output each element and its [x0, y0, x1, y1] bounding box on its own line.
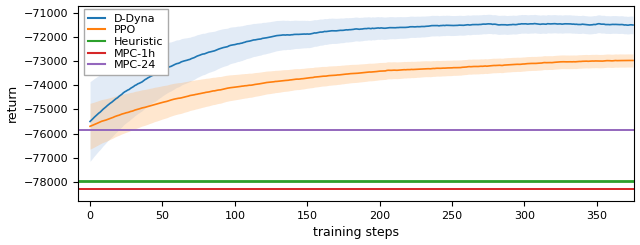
- D-Dyna: [387, 26, 395, 29]
- Line: D-Dyna: D-Dyna: [90, 24, 633, 122]
- PPO: [302, 77, 310, 80]
- D-Dyna: [531, 22, 538, 25]
- MPC-1h: [88, 187, 95, 190]
- PPO: [629, 59, 637, 62]
- D-Dyna: [622, 24, 630, 26]
- MPC-24: [88, 128, 95, 131]
- MPC-1h: [86, 187, 94, 190]
- PPO: [387, 69, 395, 72]
- PPO: [620, 59, 628, 62]
- MPC-24: [86, 128, 94, 131]
- PPO: [86, 125, 94, 128]
- Line: PPO: PPO: [90, 61, 633, 126]
- D-Dyna: [629, 24, 637, 26]
- PPO: [586, 60, 593, 63]
- PPO: [208, 90, 216, 93]
- D-Dyna: [208, 50, 216, 53]
- PPO: [436, 67, 444, 70]
- Y-axis label: return: return: [6, 84, 19, 122]
- Heuristic: [86, 180, 94, 183]
- D-Dyna: [86, 120, 94, 123]
- D-Dyna: [436, 24, 444, 27]
- Heuristic: [88, 180, 95, 183]
- PPO: [627, 59, 634, 62]
- D-Dyna: [302, 33, 310, 36]
- D-Dyna: [587, 24, 595, 26]
- Legend: D-Dyna, PPO, Heuristic, MPC-1h, MPC-24: D-Dyna, PPO, Heuristic, MPC-1h, MPC-24: [84, 9, 168, 75]
- X-axis label: training steps: training steps: [314, 226, 399, 239]
